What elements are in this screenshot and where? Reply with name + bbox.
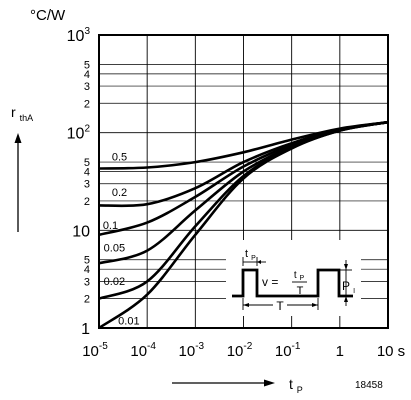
- y-tick-label-13: 4: [84, 69, 90, 81]
- inset-power-label: P I: [342, 279, 355, 295]
- inset-power-sub: I: [353, 288, 355, 295]
- inset-frac-num-sub: P: [299, 275, 304, 282]
- x-tick-exp: -5: [99, 341, 108, 352]
- x-tick-label-0: 10-5: [82, 341, 108, 360]
- x-tick-exp: -3: [195, 341, 204, 352]
- period-arrow-right: [312, 303, 318, 307]
- curve-label-0_5: 0.5: [112, 151, 127, 163]
- y-tick-exp: 3: [84, 26, 90, 37]
- x-tick-label-2: 10-3: [179, 341, 205, 360]
- x-tick-base: 10: [377, 343, 394, 360]
- power-arrowhead-top: [344, 264, 348, 270]
- inset-tp-sub: P: [251, 255, 256, 262]
- curve-duty-0_01: [98, 120, 389, 330]
- y-axis-label-main: r: [11, 104, 16, 120]
- x-tick-base: 10: [179, 343, 196, 360]
- y-axis-label: r thA: [11, 104, 33, 123]
- curve-label-0_02: 0.02: [104, 276, 125, 288]
- y-axis-arrowhead: [14, 133, 22, 143]
- curve-label-0_1: 0.1: [103, 220, 118, 232]
- y-tick-label-1: 2: [84, 294, 90, 306]
- y-tick-label-10: 102: [67, 124, 91, 143]
- curves: [98, 120, 389, 330]
- inset-frac-den: T: [297, 285, 304, 297]
- y-unit-label: °C/W: [30, 7, 66, 24]
- figure-id: 18458: [355, 380, 383, 391]
- inset-duty-label: v =: [262, 275, 282, 289]
- y-tick-label-8: 4: [84, 167, 90, 179]
- x-tick-base: 10: [82, 343, 99, 360]
- y-tick-base: 10: [67, 28, 85, 45]
- curve-label-0_05: 0.05: [104, 242, 125, 254]
- y-tick-exp: 2: [84, 124, 90, 135]
- curve-labels: 0.5 0.2 0.1 0.05 0.02 0.01: [103, 151, 140, 327]
- y-tick-label-12: 3: [84, 81, 90, 93]
- x-tick-label-1: 10-4: [130, 341, 156, 360]
- y-tick-label-5: 10: [72, 223, 90, 240]
- y-tick-label-11: 2: [84, 98, 90, 110]
- curve-label-0_01: 0.01: [118, 316, 139, 328]
- x-axis-label-sub: P: [297, 385, 303, 395]
- y-tick-label-2: 3: [84, 276, 90, 288]
- period-label-bg: [273, 298, 287, 311]
- inset-frac-num-main: t: [294, 270, 297, 281]
- y-tick-label-3: 4: [84, 264, 90, 276]
- x-tick-label-3: 10-2: [227, 341, 253, 360]
- x-tick-base: 10: [227, 343, 244, 360]
- x-tick-label-5: 1: [336, 343, 344, 360]
- x-tick-label-4: 10-1: [275, 341, 301, 360]
- x-tick-exp: -4: [147, 341, 156, 352]
- y-tick-label-14: 5: [84, 59, 90, 71]
- x-tick-exp: -2: [243, 341, 252, 352]
- power-arrowhead-bottom: [344, 296, 348, 302]
- inset-frac-num: t P: [294, 270, 305, 282]
- y-tick-base: 10: [67, 126, 85, 143]
- tp-arrowhead: [257, 260, 261, 264]
- pulse-inset: t P v = t P T T P I: [226, 240, 361, 316]
- x-tick-labels: 10-5 10-4 10-3 10-2 10-1 1 10 s: [82, 341, 405, 360]
- inset-tp-label: t P: [245, 248, 256, 262]
- inset-period-label: T: [276, 299, 284, 313]
- x-tick-label-6: 10 s: [377, 343, 405, 360]
- y-axis-label-sub: thA: [20, 113, 34, 123]
- inset-power-main: P: [342, 279, 350, 293]
- x-axis-label: t P: [289, 376, 303, 395]
- y-tick-label-15: 103: [67, 26, 91, 45]
- x-tick-base: 1: [336, 343, 344, 360]
- x-tick-base: 10: [275, 343, 292, 360]
- curve-label-0_2: 0.2: [112, 187, 127, 199]
- y-tick-label-0: 1: [81, 321, 90, 338]
- x-axis-label-main: t: [289, 376, 293, 392]
- y-tick-label-4: 5: [84, 255, 90, 267]
- inset-tp-main: t: [245, 248, 248, 260]
- plot-frame: [98, 34, 389, 329]
- y-tick-label-9: 5: [84, 157, 90, 169]
- pulse-waveform: [232, 268, 353, 298]
- y-tick-label-7: 3: [84, 179, 90, 191]
- period-arrow-left: [243, 303, 249, 307]
- x-tick-exp: -1: [292, 341, 301, 352]
- x-tick-base: 10: [130, 343, 147, 360]
- x-tick-suffix: s: [394, 343, 406, 360]
- x-axis-arrowhead: [264, 379, 275, 387]
- y-tick-label-6: 2: [84, 196, 90, 208]
